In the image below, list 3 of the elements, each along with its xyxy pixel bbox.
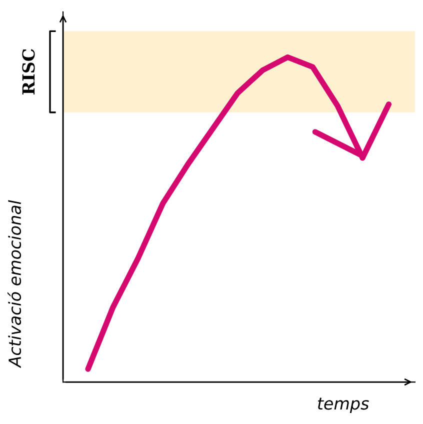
x-axis-title: temps	[318, 398, 369, 413]
band-label: RISC	[22, 49, 35, 94]
y-axis-title: Activació emocional	[8, 200, 22, 368]
